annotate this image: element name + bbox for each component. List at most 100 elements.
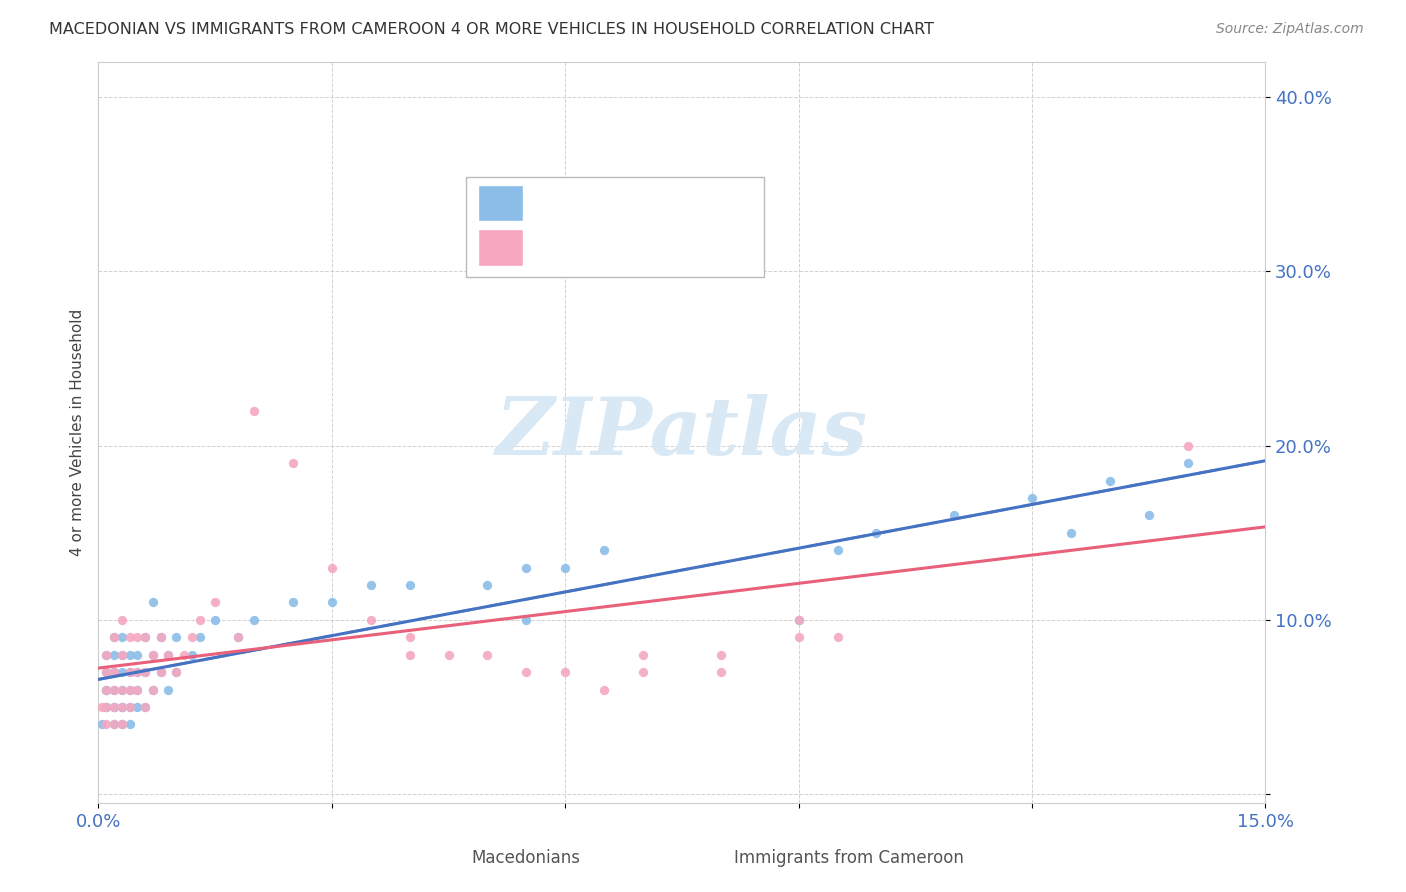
Text: MACEDONIAN VS IMMIGRANTS FROM CAMEROON 4 OR MORE VEHICLES IN HOUSEHOLD CORRELATI: MACEDONIAN VS IMMIGRANTS FROM CAMEROON 4… [49,22,934,37]
FancyBboxPatch shape [465,178,763,277]
Point [111,682,134,697]
Point [515,613,537,627]
Text: Macedonians: Macedonians [472,849,581,867]
Point [96,682,118,697]
Point [554,194,576,209]
Point [111,717,134,731]
Point [111,630,134,644]
Point [127,665,149,680]
Point [103,682,125,697]
Point [96,717,118,731]
Point [96,665,118,680]
Point [243,404,266,418]
Point [631,665,654,680]
Point [188,613,211,627]
Point [134,665,156,680]
Point [111,717,134,731]
FancyBboxPatch shape [478,229,523,266]
Point [127,682,149,697]
Point [398,630,420,644]
Point [710,665,733,680]
Point [1098,474,1121,488]
Point [118,648,141,662]
Point [515,665,537,680]
Point [281,595,304,609]
Point [593,682,616,697]
Point [360,613,382,627]
Point [943,508,966,523]
Point [118,717,141,731]
Point [281,456,304,470]
Text: ZIPatlas: ZIPatlas [496,394,868,471]
Point [103,700,125,714]
Point [188,630,211,644]
Point [103,717,125,731]
Point [398,648,420,662]
Point [111,682,134,697]
FancyBboxPatch shape [478,185,523,221]
Point [398,578,420,592]
Point [96,700,118,714]
Point [1177,456,1199,470]
Point [515,560,537,574]
Point [142,682,165,697]
Point [787,630,810,644]
Text: Source: ZipAtlas.com: Source: ZipAtlas.com [1216,22,1364,37]
Point [103,665,125,680]
Point [103,648,125,662]
Text: R = 0.483   N = 66: R = 0.483 N = 66 [538,194,723,212]
Point [180,648,202,662]
Point [134,630,156,644]
Point [103,630,125,644]
Point [96,700,118,714]
Point [134,700,156,714]
Point [96,682,118,697]
Point [111,613,134,627]
Point [142,595,165,609]
Y-axis label: 4 or more Vehicles in Household: 4 or more Vehicles in Household [69,309,84,557]
Point [710,648,733,662]
Point [787,613,810,627]
Point [118,700,141,714]
Point [437,648,460,662]
Point [149,630,172,644]
Point [165,665,187,680]
Point [118,682,141,697]
FancyBboxPatch shape [418,846,465,879]
Point [1177,439,1199,453]
Point [477,578,499,592]
Point [157,648,180,662]
Point [173,648,195,662]
Point [111,700,134,714]
Point [321,560,343,574]
Point [111,700,134,714]
Point [103,630,125,644]
Point [118,665,141,680]
Point [134,630,156,644]
Point [360,578,382,592]
Point [103,700,125,714]
Point [111,700,134,714]
Point [118,665,141,680]
Point [1137,508,1160,523]
Point [91,717,114,731]
Text: Immigrants from Cameroon: Immigrants from Cameroon [734,849,965,867]
Point [827,630,849,644]
Point [631,648,654,662]
Point [554,665,576,680]
Point [111,665,134,680]
Point [103,717,125,731]
Point [228,630,250,644]
Text: R = 0.499   N = 57: R = 0.499 N = 57 [538,238,723,257]
Point [103,700,125,714]
Point [103,665,125,680]
Point [96,665,118,680]
Point [1021,491,1043,505]
Point [149,665,172,680]
Point [149,665,172,680]
Point [127,648,149,662]
Point [96,700,118,714]
Point [96,682,118,697]
Point [118,700,141,714]
Point [127,665,149,680]
